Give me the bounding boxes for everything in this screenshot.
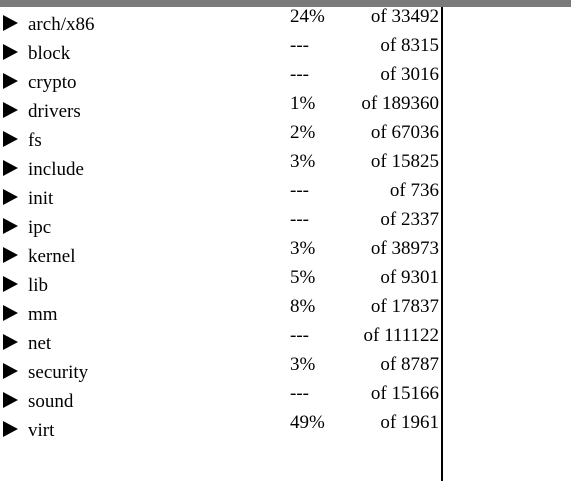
dir-name[interactable]: ipc <box>28 217 52 238</box>
expand-arrow-icon[interactable] <box>3 102 18 118</box>
line-total: of 2337 <box>380 209 439 230</box>
line-total: of 33492 <box>370 6 439 27</box>
expand-arrow-icon[interactable] <box>3 218 18 234</box>
line-total: of 67036 <box>370 122 439 143</box>
dir-name[interactable]: sound <box>28 391 74 412</box>
line-total: of 15166 <box>370 383 439 404</box>
line-total: of 1961 <box>380 412 439 433</box>
dir-name[interactable]: crypto <box>28 72 77 93</box>
dir-name[interactable]: lib <box>28 275 49 296</box>
dir-name[interactable]: block <box>28 43 71 64</box>
top-bar <box>0 0 571 7</box>
tree-row[interactable]: lib 5% of 9301 <box>0 267 441 297</box>
dir-name[interactable]: arch/x86 <box>28 14 95 35</box>
tree-row[interactable]: sound --- of 15166 <box>0 383 441 413</box>
dir-name[interactable]: drivers <box>28 101 81 122</box>
line-total: of 17837 <box>370 296 439 317</box>
tree-row[interactable]: virt 49% of 1961 <box>0 412 441 442</box>
line-total: of 38973 <box>370 238 439 259</box>
expand-arrow-icon[interactable] <box>3 160 18 176</box>
expand-arrow-icon[interactable] <box>3 15 18 31</box>
coverage-percent: --- <box>290 64 309 85</box>
coverage-percent: --- <box>290 180 309 201</box>
line-total: of 736 <box>389 180 439 201</box>
coverage-percent: 24% <box>290 6 325 27</box>
tree-row[interactable]: init --- of 736 <box>0 180 441 210</box>
tree-row[interactable]: net --- of 111122 <box>0 325 441 355</box>
coverage-percent: 49% <box>290 412 325 433</box>
dir-name[interactable]: init <box>28 188 54 209</box>
coverage-percent: 8% <box>290 296 316 317</box>
dir-name[interactable]: kernel <box>28 246 76 267</box>
coverage-percent: 3% <box>290 238 316 259</box>
line-total: of 8787 <box>380 354 439 375</box>
expand-arrow-icon[interactable] <box>3 247 18 263</box>
directory-tree: arch/x86 24% of 33492 block --- of 8315 … <box>0 6 441 442</box>
expand-arrow-icon[interactable] <box>3 73 18 89</box>
expand-arrow-icon[interactable] <box>3 363 18 379</box>
line-total: of 15825 <box>370 151 439 172</box>
tree-row[interactable]: include 3% of 15825 <box>0 151 441 181</box>
line-total: of 111122 <box>363 325 439 346</box>
tree-row[interactable]: block --- of 8315 <box>0 35 441 65</box>
expand-arrow-icon[interactable] <box>3 421 18 437</box>
dir-name[interactable]: virt <box>28 420 55 441</box>
coverage-percent: --- <box>290 209 309 230</box>
coverage-percent: 5% <box>290 267 316 288</box>
expand-arrow-icon[interactable] <box>3 305 18 321</box>
coverage-percent: --- <box>290 35 309 56</box>
line-total: of 189360 <box>361 93 439 114</box>
line-total: of 9301 <box>380 267 439 288</box>
dir-name[interactable]: include <box>28 159 84 180</box>
coverage-percent: --- <box>290 383 309 404</box>
coverage-percent: --- <box>290 325 309 346</box>
line-total: of 8315 <box>380 35 439 56</box>
tree-row[interactable]: arch/x86 24% of 33492 <box>0 6 441 36</box>
expand-arrow-icon[interactable] <box>3 189 18 205</box>
coverage-percent: 3% <box>290 354 316 375</box>
column-divider <box>441 7 443 481</box>
tree-row[interactable]: fs 2% of 67036 <box>0 122 441 152</box>
tree-row[interactable]: ipc --- of 2337 <box>0 209 441 239</box>
coverage-percent: 3% <box>290 151 316 172</box>
dir-name[interactable]: security <box>28 362 89 383</box>
expand-arrow-icon[interactable] <box>3 131 18 147</box>
dir-name[interactable]: mm <box>28 304 58 325</box>
expand-arrow-icon[interactable] <box>3 392 18 408</box>
expand-arrow-icon[interactable] <box>3 44 18 60</box>
expand-arrow-icon[interactable] <box>3 334 18 350</box>
tree-row[interactable]: security 3% of 8787 <box>0 354 441 384</box>
tree-row[interactable]: mm 8% of 17837 <box>0 296 441 326</box>
expand-arrow-icon[interactable] <box>3 276 18 292</box>
coverage-percent: 2% <box>290 122 316 143</box>
tree-row[interactable]: kernel 3% of 38973 <box>0 238 441 268</box>
tree-row[interactable]: crypto --- of 3016 <box>0 64 441 94</box>
tree-row[interactable]: drivers 1% of 189360 <box>0 93 441 123</box>
dir-name[interactable]: net <box>28 333 52 354</box>
dir-name[interactable]: fs <box>28 130 42 151</box>
line-total: of 3016 <box>380 64 439 85</box>
coverage-percent: 1% <box>290 93 316 114</box>
